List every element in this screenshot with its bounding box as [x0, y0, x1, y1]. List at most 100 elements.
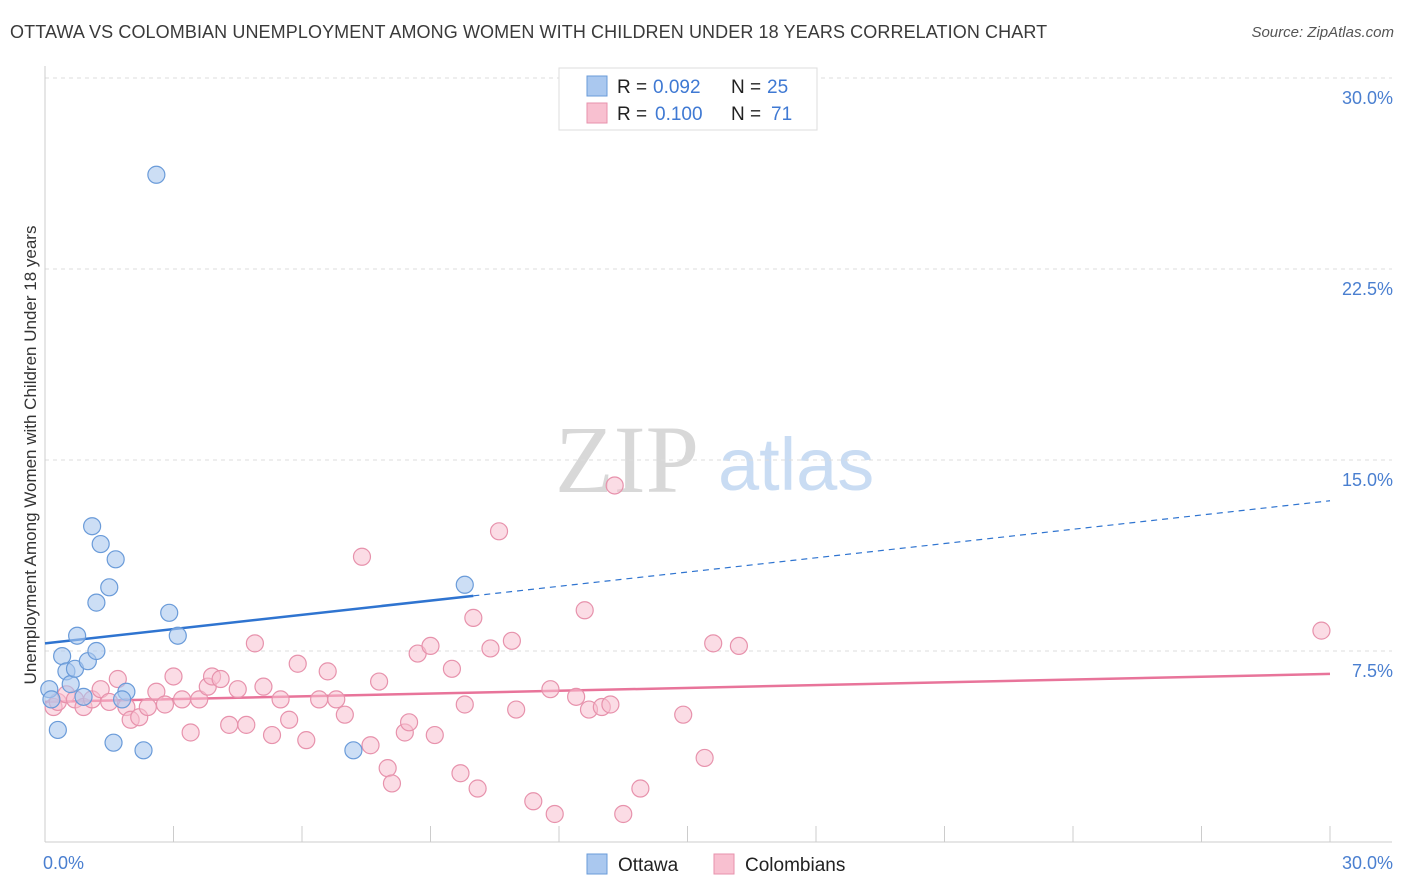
legend-r-value-colombians: 0.100	[655, 104, 703, 125]
x-tick-label-0: 0.0%	[43, 853, 84, 873]
point-colombians-21	[211, 669, 230, 689]
point-ottawa-23	[344, 741, 363, 760]
point-colombians-23	[228, 680, 247, 699]
point-colombians-39	[378, 759, 397, 778]
bottom-legend: Ottawa Colombians	[586, 853, 845, 876]
point-ottawa-2	[48, 720, 67, 740]
legend-r-label-ottawa: R =	[617, 77, 647, 98]
point-colombians-12	[138, 697, 157, 717]
source-label: Source: ZipAtlas.com	[1251, 24, 1394, 41]
chart-title: OTTAWA VS COLOMBIAN UNEMPLOYMENT AMONG W…	[10, 22, 1048, 42]
point-colombians-22	[220, 715, 239, 734]
point-colombians-49	[464, 608, 483, 627]
point-colombians-47	[451, 764, 470, 783]
legend-swatch-ottawa	[586, 75, 608, 97]
point-colombians-34	[327, 690, 346, 709]
legend-r-value-ottawa: 0.092	[653, 77, 701, 98]
axes	[44, 66, 1392, 843]
point-colombians-45	[425, 725, 444, 745]
point-colombians-48	[455, 695, 474, 714]
legend-swatch-colombians	[586, 102, 608, 124]
point-colombians-27	[262, 725, 282, 745]
tick-labels: 7.5% 15.0% 22.5% 30.0% 0.0% 30.0%	[43, 88, 1393, 873]
point-colombians-26	[254, 677, 273, 696]
point-colombians-66	[674, 705, 693, 724]
y-tick-label-7-5: 7.5%	[1352, 661, 1393, 681]
point-colombians-25	[245, 634, 264, 653]
y-tick-label-22-5: 22.5%	[1342, 279, 1393, 299]
point-colombians-35	[335, 705, 354, 724]
point-colombians-62	[601, 695, 620, 714]
bottom-legend-swatch-ottawa	[586, 853, 608, 875]
legend-r-label-colombians: R =	[617, 104, 647, 125]
point-colombians-17	[181, 723, 200, 742]
point-colombians-65	[631, 779, 650, 798]
legend: R = 0.092 N = 25 R = 0.100 N = 71	[558, 67, 818, 131]
point-ottawa-8	[74, 687, 93, 706]
point-colombians-38	[370, 672, 389, 691]
bottom-legend-label-ottawa: Ottawa	[618, 855, 679, 876]
y-tick-label-15: 15.0%	[1342, 470, 1393, 490]
point-colombians-54	[507, 700, 526, 719]
watermark-atlas: atlas	[718, 423, 874, 506]
x-tick-label-30: 30.0%	[1342, 853, 1393, 873]
watermark-zip: ZIP	[555, 406, 699, 513]
point-colombians-64	[614, 804, 633, 824]
point-colombians-37	[361, 736, 380, 755]
point-colombians-70	[1312, 621, 1331, 640]
point-ottawa-18	[112, 690, 132, 709]
point-colombians-51	[481, 639, 500, 658]
point-colombians-57	[545, 804, 564, 824]
point-colombians-6	[91, 680, 110, 699]
data-points	[40, 165, 1331, 824]
point-ottawa-3	[53, 646, 72, 666]
point-ottawa-15	[104, 733, 123, 752]
point-colombians-56	[541, 680, 560, 699]
point-colombians-40	[382, 774, 402, 793]
trend-line-ottawa-extension	[473, 500, 1331, 597]
point-colombians-68	[704, 634, 723, 653]
point-colombians-67	[695, 748, 714, 768]
bottom-legend-label-colombians: Colombians	[745, 855, 845, 876]
point-ottawa-19	[134, 741, 153, 760]
point-colombians-58	[567, 687, 586, 706]
gridlines	[45, 77, 1392, 652]
point-colombians-14	[155, 695, 175, 714]
point-colombians-44	[421, 636, 440, 656]
point-colombians-29	[280, 710, 299, 729]
point-colombians-36	[352, 547, 372, 566]
point-colombians-13	[147, 682, 166, 701]
y-axis-label: Unemployment Among Women with Children U…	[21, 226, 40, 685]
legend-n-value-ottawa: 25	[767, 77, 788, 98]
legend-n-label-colombians: N =	[731, 104, 761, 125]
trend-line-ottawa	[44, 594, 474, 645]
point-colombians-59	[575, 601, 594, 620]
point-colombians-15	[164, 667, 183, 686]
point-colombians-18	[190, 690, 209, 709]
point-ottawa-7	[68, 626, 87, 645]
point-ottawa-1	[42, 690, 61, 709]
point-colombians-63	[605, 476, 624, 495]
point-colombians-32	[310, 690, 329, 709]
point-colombians-55	[524, 792, 543, 811]
point-ottawa-14	[100, 578, 119, 597]
point-colombians-8	[108, 669, 127, 689]
y-tick-label-30: 30.0%	[1342, 88, 1393, 108]
legend-n-label-ottawa: N =	[731, 77, 761, 98]
point-ottawa-13	[91, 534, 110, 554]
point-colombians-24	[237, 715, 256, 734]
point-colombians-33	[318, 662, 337, 681]
point-ottawa-5	[61, 675, 80, 694]
point-colombians-69	[729, 636, 749, 656]
point-ottawa-11	[87, 593, 106, 612]
point-ottawa-20	[147, 165, 166, 184]
point-colombians-31	[297, 731, 316, 750]
point-ottawa-21	[160, 603, 179, 622]
legend-n-value-colombians: 71	[771, 104, 792, 125]
point-colombians-53	[502, 631, 521, 650]
point-ottawa-10	[83, 517, 102, 536]
point-colombians-46	[442, 659, 462, 678]
trend-line-colombians	[44, 672, 1331, 704]
point-colombians-30	[288, 654, 307, 673]
